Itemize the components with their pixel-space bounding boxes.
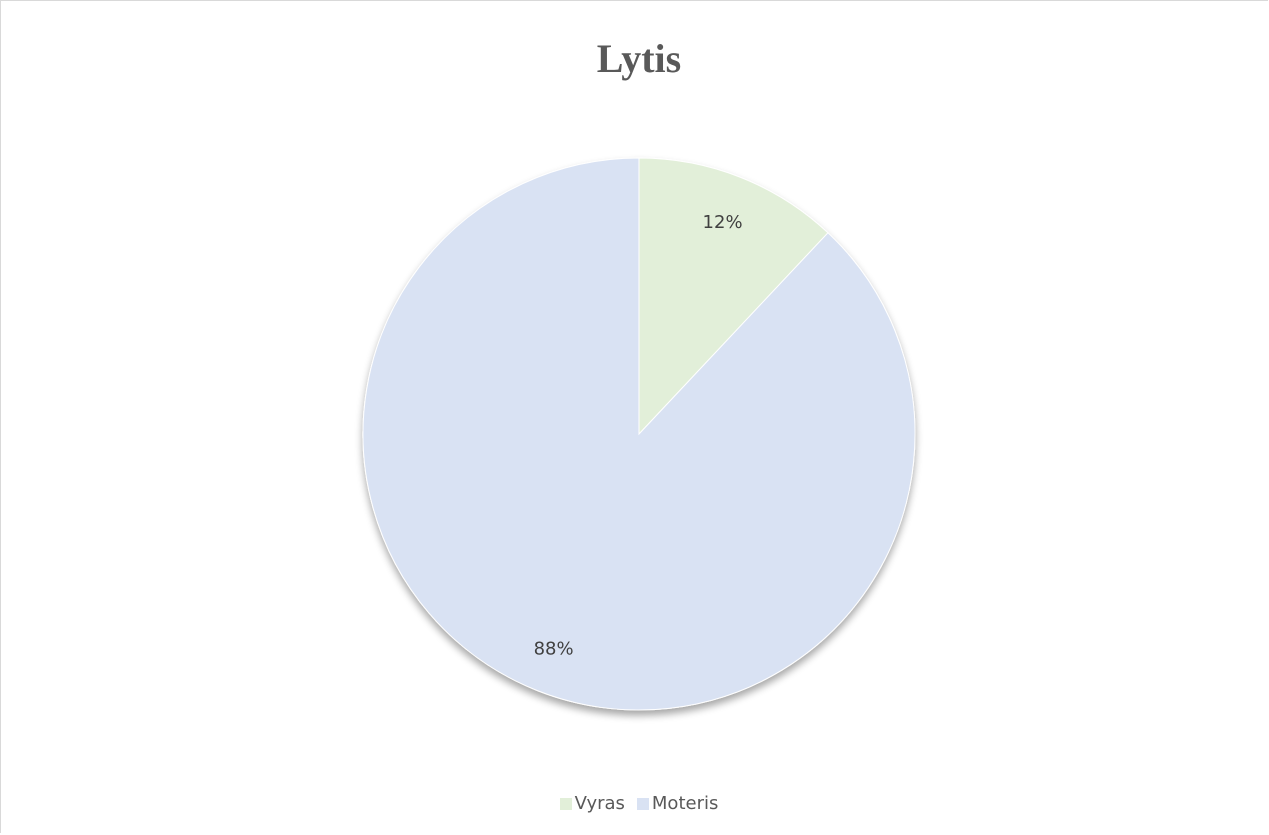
legend-swatch-vyras — [559, 797, 572, 810]
data-label-moteris: 88% — [534, 639, 574, 660]
chart-title: Lytis — [596, 36, 682, 81]
pie-slice-vyras — [638, 157, 829, 436]
pie-slice-moteris — [362, 157, 916, 711]
data-label-vyras: 12% — [703, 212, 743, 233]
legend: Vyras Moteris — [1, 793, 1269, 814]
legend-item-vyras: Vyras — [559, 793, 625, 814]
legend-item-moteris: Moteris — [636, 793, 719, 814]
legend-label-moteris: Moteris — [651, 793, 719, 814]
legend-swatch-moteris — [636, 797, 649, 810]
legend-label-vyras: Vyras — [574, 793, 625, 814]
